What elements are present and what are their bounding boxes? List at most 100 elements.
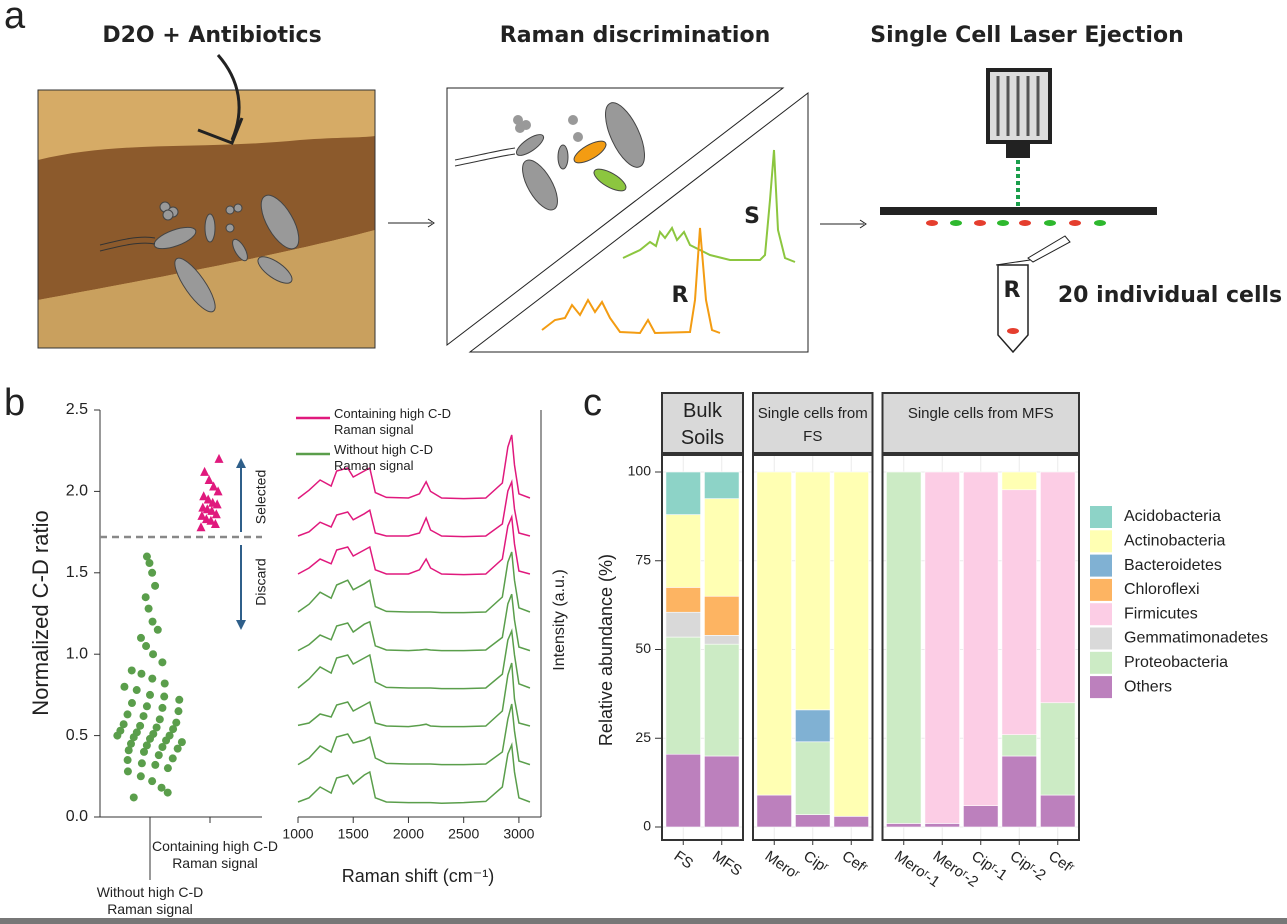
data-point	[210, 518, 220, 528]
facet-title: Single cells from FS	[757, 405, 868, 445]
bar-segment	[795, 471, 831, 711]
facet-title: Single cells from MFS	[907, 405, 1054, 422]
step-title: Raman discrimination	[500, 23, 771, 48]
data-point	[208, 497, 218, 507]
legend-swatch	[1090, 676, 1112, 699]
bar-segment	[886, 823, 922, 828]
y-tick-label: 25	[635, 729, 651, 745]
data-point	[132, 686, 141, 695]
bar-segment	[665, 514, 701, 588]
bar-segment	[795, 709, 831, 743]
data-point	[197, 510, 207, 520]
x-tick-label: 2500	[448, 826, 479, 842]
panel-label: b	[4, 382, 25, 424]
x-category-label: Containing high C-D Raman signal	[151, 838, 279, 871]
spectrum	[297, 742, 531, 804]
bar-segment	[704, 498, 740, 597]
data-point	[163, 788, 172, 797]
bar-segment	[704, 643, 740, 757]
x-tick-label: Cefʳ	[1045, 848, 1077, 878]
data-point	[139, 747, 148, 756]
spectrum	[297, 551, 531, 614]
data-point	[123, 756, 132, 765]
data-point	[153, 625, 162, 634]
spectrum-label: S	[744, 204, 760, 229]
data-point	[198, 502, 208, 512]
facet-strip	[661, 392, 744, 454]
x-tick-label: 1500	[338, 826, 369, 842]
data-point	[165, 731, 174, 740]
cells-note: 20 individual cells	[1058, 283, 1282, 308]
data-point	[157, 783, 166, 792]
data-point	[142, 552, 151, 561]
legend-label: Firmicutes	[1124, 605, 1198, 622]
tube-label: R	[1004, 278, 1021, 303]
bar-segment	[963, 805, 999, 828]
data-point	[151, 760, 160, 769]
y-tick-label: 0	[643, 818, 651, 834]
data-point	[211, 509, 221, 519]
legend-swatch	[1090, 554, 1112, 577]
facet-strip	[752, 392, 874, 454]
legend-swatch	[1090, 603, 1112, 626]
data-point	[199, 491, 209, 501]
bar-segment	[665, 753, 701, 828]
x-tick-label: FS	[671, 848, 696, 873]
bottom-bar	[0, 918, 1287, 924]
bar-segment	[924, 471, 960, 824]
panel-label: c	[583, 382, 602, 424]
data-point	[148, 568, 157, 577]
data-point	[203, 494, 213, 504]
legend-label: Actinobacteria	[1124, 533, 1225, 550]
data-point	[169, 725, 178, 734]
data-point	[120, 682, 129, 691]
data-point	[127, 699, 136, 708]
y-tick-label: 1.5	[66, 564, 88, 581]
spectrum	[297, 593, 531, 652]
data-point	[158, 703, 167, 712]
data-point	[123, 710, 132, 719]
legend-swatch	[1090, 627, 1112, 650]
data-point	[209, 481, 219, 491]
legend-swatch	[1090, 530, 1112, 553]
data-point	[152, 723, 161, 732]
legend-label: Chloroflexi	[1124, 581, 1200, 598]
bar-segment	[963, 471, 999, 807]
data-point	[123, 767, 132, 776]
data-point	[154, 751, 163, 760]
data-point	[175, 695, 184, 704]
bar-segment	[833, 816, 869, 828]
y-tick-label: 50	[635, 640, 651, 656]
data-point	[148, 617, 157, 626]
spectrum	[297, 479, 531, 538]
data-point	[201, 514, 211, 524]
data-point	[149, 729, 158, 738]
y-tick-label: 2.0	[66, 483, 88, 500]
data-point	[158, 658, 167, 667]
annotation: Discard	[253, 558, 269, 605]
panel-label: a	[4, 0, 26, 37]
x-tick-label: Cipʳ-2	[1007, 848, 1049, 885]
data-point	[173, 744, 182, 753]
data-point	[136, 772, 145, 781]
data-point	[214, 453, 224, 463]
data-point	[196, 522, 206, 532]
bar-segment	[665, 636, 701, 755]
legend-label: Acidobacteria	[1124, 508, 1221, 525]
legend-swatch	[1090, 578, 1112, 601]
bar-segment	[886, 471, 922, 824]
data-point	[116, 726, 125, 735]
bar-segment	[1040, 702, 1076, 796]
x-tick-label: 2000	[393, 826, 424, 842]
spectrum	[297, 434, 531, 500]
bar-segment	[795, 814, 831, 828]
data-point	[148, 777, 157, 786]
data-point	[127, 739, 136, 748]
data-point	[160, 679, 169, 688]
legend-swatch	[1090, 506, 1112, 528]
x-axis-label: Raman shift (cm⁻¹)	[342, 866, 495, 886]
data-point	[142, 741, 151, 750]
data-point	[141, 593, 150, 602]
x-tick-label: Meroʳ	[762, 848, 803, 884]
